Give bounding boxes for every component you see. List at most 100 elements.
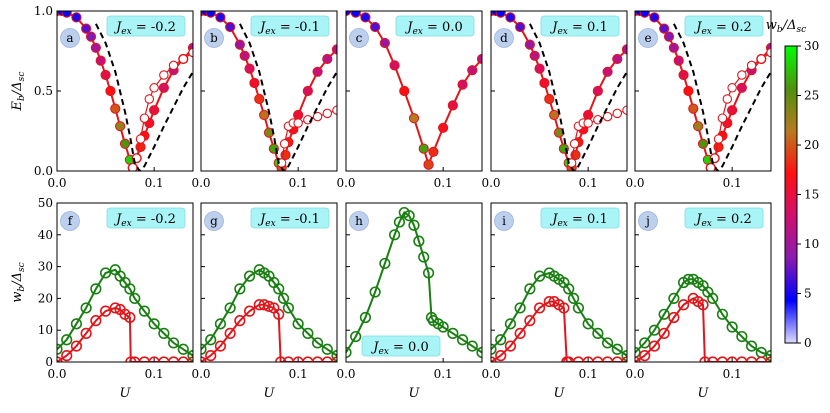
point-e-0-7 bbox=[673, 55, 684, 66]
point-f-1-4 bbox=[90, 315, 102, 327]
point-f-0-11 bbox=[138, 305, 151, 317]
panel-title-e: Jex = 0.2 bbox=[693, 20, 751, 37]
point-i-1-3 bbox=[514, 327, 526, 339]
dashed-line-b bbox=[239, 23, 337, 171]
point-g-1-2 bbox=[214, 340, 227, 352]
panel-badge-j bbox=[638, 211, 658, 231]
point-f-1-5 bbox=[99, 305, 112, 317]
point-a-1-6 bbox=[158, 82, 169, 93]
point-f-1-13 bbox=[148, 356, 160, 362]
panel-badge-h bbox=[349, 211, 369, 231]
point-d-2-1 bbox=[569, 139, 580, 149]
title-box-a bbox=[106, 15, 186, 37]
xtick-label-j: 0.0 bbox=[625, 367, 644, 381]
ylabel-a-sub2: sc bbox=[17, 72, 27, 82]
title-sub: ex bbox=[412, 27, 422, 37]
point-c-1-1 bbox=[428, 146, 439, 157]
point-f-0-4 bbox=[90, 283, 102, 295]
point-h-0-1 bbox=[350, 330, 362, 343]
title-sub: ex bbox=[557, 27, 567, 37]
point-g-0-0 bbox=[201, 343, 207, 355]
point-f-1-1 bbox=[61, 350, 73, 362]
panel-f: 0.0 0.1 0 10 20 30 40 50 wb/Δsc Uf Jex = -0.2 bbox=[10, 196, 194, 401]
point-e-0-9 bbox=[683, 85, 694, 97]
point-d-0-3 bbox=[505, 12, 516, 23]
point-i-1-1 bbox=[495, 350, 507, 362]
point-j-1-10 bbox=[707, 356, 719, 362]
point-b-1-4 bbox=[293, 109, 304, 121]
point-f-0-15 bbox=[177, 343, 189, 355]
dashed-line-d bbox=[529, 23, 627, 171]
panel-title-c: Jex = 0.0 bbox=[404, 20, 462, 37]
panel-letter-c: c bbox=[356, 31, 363, 45]
panel-letter-f: f bbox=[68, 214, 74, 228]
xtick-label-i: 0.1 bbox=[579, 367, 598, 381]
ytick-label-f: 30 bbox=[38, 260, 53, 274]
point-g-0-2 bbox=[214, 318, 227, 330]
point-e-2-6 bbox=[737, 70, 747, 80]
panel-title-i: Jex = 0.1 bbox=[549, 212, 607, 229]
title-box-g bbox=[250, 207, 330, 229]
point-c-0-3 bbox=[370, 21, 381, 33]
point-e-1-6 bbox=[736, 82, 747, 93]
xtick-label-a: 0.0 bbox=[47, 176, 66, 190]
series-line-i-0 bbox=[491, 271, 627, 357]
ylabel-f-main: w bbox=[10, 292, 25, 303]
point-j-1-13 bbox=[736, 356, 748, 362]
ylabel-a-main: E bbox=[10, 100, 25, 111]
point-h-0-4 bbox=[379, 257, 391, 270]
point-g-0-12 bbox=[282, 302, 295, 314]
panel-a: 0.0 0.1 0.0 0.5 1.0 Eb/Δsc a Jex = -0.2 bbox=[10, 4, 194, 190]
point-f-0-14 bbox=[167, 337, 180, 349]
point-j-1-5 bbox=[677, 299, 690, 311]
point-e-0-8 bbox=[678, 69, 689, 81]
point-c-0-4 bbox=[379, 37, 390, 49]
point-j-1-14 bbox=[745, 356, 758, 362]
colorbar-bar bbox=[784, 45, 798, 344]
point-c-0-2 bbox=[360, 12, 371, 23]
title-j: J bbox=[257, 20, 266, 35]
panel-badge-a bbox=[60, 28, 80, 48]
point-h-0-12 bbox=[422, 267, 435, 279]
title-j: J bbox=[257, 212, 266, 227]
xtick-label-a: 0.1 bbox=[145, 176, 164, 190]
point-h-0-9 bbox=[408, 219, 420, 231]
point-g-1-3 bbox=[224, 327, 236, 339]
title-sub: ex bbox=[701, 219, 711, 229]
point-g-0-11 bbox=[277, 292, 290, 305]
point-h-0-8 bbox=[403, 210, 415, 222]
point-f-1-15 bbox=[167, 356, 180, 362]
point-i-0-17 bbox=[621, 350, 627, 362]
panel-title-a: Jex = -0.2 bbox=[113, 20, 176, 37]
plot-area-h bbox=[346, 206, 482, 359]
point-j-0-14 bbox=[736, 330, 748, 343]
series-line-g-0 bbox=[201, 268, 337, 357]
point-e-0-12 bbox=[697, 138, 709, 149]
panel-badge-i bbox=[494, 211, 514, 231]
xtick-label-f: 0.0 bbox=[47, 367, 66, 381]
point-a-0-2 bbox=[61, 11, 72, 18]
point-i-0-4 bbox=[524, 283, 536, 295]
xtick-label-h: 0.0 bbox=[336, 367, 355, 381]
point-d-1-8 bbox=[621, 44, 627, 55]
xlabel-j: U bbox=[698, 386, 710, 401]
point-f-1-2 bbox=[70, 340, 83, 352]
point-e-1-5 bbox=[727, 105, 738, 116]
title-sub: ex bbox=[265, 27, 275, 37]
point-e-0-2 bbox=[639, 11, 650, 18]
point-i-0-3 bbox=[514, 302, 526, 314]
colorbar-label-sub: b bbox=[777, 25, 783, 35]
point-j-0-13 bbox=[726, 321, 738, 333]
panel-badge-d bbox=[494, 28, 514, 48]
point-g-0-3 bbox=[224, 302, 236, 314]
xtick-label-i: 0.0 bbox=[481, 367, 500, 381]
point-j-0-6 bbox=[682, 273, 695, 285]
plot-area-g bbox=[201, 264, 337, 362]
point-f-0-3 bbox=[80, 302, 92, 314]
panel-title-b: Jex = -0.1 bbox=[257, 20, 320, 37]
point-h-0-16 bbox=[437, 321, 449, 333]
title-j: J bbox=[113, 20, 122, 35]
point-d-0-2 bbox=[495, 11, 506, 18]
panel-b: 0.0 0.1 b Jex = -0.1 bbox=[191, 10, 338, 190]
colorbar-tick-label: 20 bbox=[804, 138, 819, 152]
